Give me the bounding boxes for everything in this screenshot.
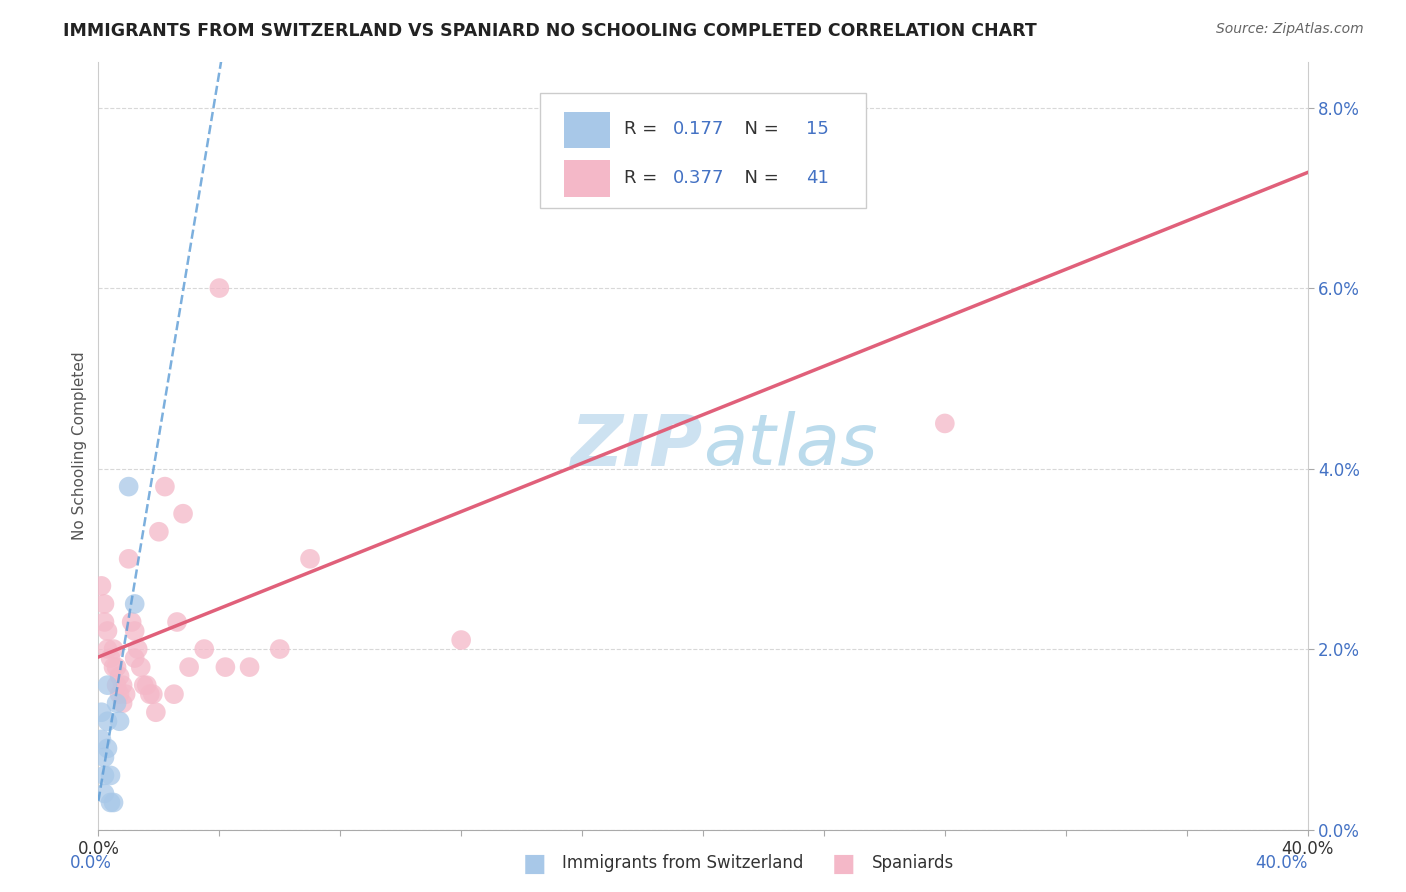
Point xyxy=(93,615,115,629)
Point xyxy=(108,714,131,729)
Point xyxy=(96,642,118,657)
Point xyxy=(135,678,157,692)
Text: IMMIGRANTS FROM SWITZERLAND VS SPANIARD NO SCHOOLING COMPLETED CORRELATION CHART: IMMIGRANTS FROM SWITZERLAND VS SPANIARD … xyxy=(63,22,1038,40)
Text: ■: ■ xyxy=(523,852,546,876)
Text: 41: 41 xyxy=(806,169,828,186)
Text: 15: 15 xyxy=(806,120,828,138)
Text: 0.0%: 0.0% xyxy=(70,855,112,872)
Point xyxy=(139,687,162,701)
Text: 40.0%: 40.0% xyxy=(1256,855,1308,872)
Text: ZIP: ZIP xyxy=(571,411,703,481)
Point xyxy=(163,687,186,701)
Text: Immigrants from Switzerland: Immigrants from Switzerland xyxy=(562,855,804,872)
Point xyxy=(100,768,122,782)
Point xyxy=(179,660,201,674)
FancyBboxPatch shape xyxy=(540,93,866,208)
Point xyxy=(93,787,115,801)
Text: N =: N = xyxy=(734,169,785,186)
Point xyxy=(96,714,118,729)
Point xyxy=(90,732,112,747)
Point xyxy=(93,597,115,611)
Point xyxy=(118,480,141,494)
Text: ■: ■ xyxy=(832,852,855,876)
Text: 0.177: 0.177 xyxy=(672,120,724,138)
Point xyxy=(111,696,134,710)
Point xyxy=(450,633,472,648)
Point xyxy=(105,678,128,692)
Point xyxy=(96,741,118,756)
Text: R =: R = xyxy=(624,120,664,138)
Point xyxy=(172,507,194,521)
Point xyxy=(90,579,112,593)
Point xyxy=(103,642,125,657)
Point xyxy=(90,705,112,719)
Point xyxy=(114,687,136,701)
Point xyxy=(105,660,128,674)
Point xyxy=(96,624,118,638)
Point xyxy=(124,624,146,638)
Text: Spaniards: Spaniards xyxy=(872,855,953,872)
Point xyxy=(121,615,143,629)
Point xyxy=(129,660,152,674)
Point xyxy=(118,551,141,566)
Point xyxy=(108,669,131,683)
Point xyxy=(166,615,188,629)
Text: Source: ZipAtlas.com: Source: ZipAtlas.com xyxy=(1216,22,1364,37)
Point xyxy=(124,651,146,665)
Point xyxy=(692,191,714,205)
Point xyxy=(142,687,165,701)
Point xyxy=(100,651,122,665)
Point xyxy=(105,696,128,710)
Point xyxy=(132,678,155,692)
Point xyxy=(269,642,291,657)
Text: R =: R = xyxy=(624,169,664,186)
Text: atlas: atlas xyxy=(703,411,877,481)
Point xyxy=(934,417,956,431)
Text: 0.377: 0.377 xyxy=(672,169,724,186)
Point xyxy=(208,281,231,295)
Point xyxy=(96,678,118,692)
Point xyxy=(93,750,115,764)
Point xyxy=(214,660,236,674)
FancyBboxPatch shape xyxy=(564,160,610,197)
Point xyxy=(103,660,125,674)
Point xyxy=(124,597,146,611)
Point xyxy=(153,480,176,494)
Point xyxy=(239,660,262,674)
Point xyxy=(299,551,322,566)
Text: N =: N = xyxy=(734,120,785,138)
FancyBboxPatch shape xyxy=(564,112,610,148)
Point xyxy=(111,678,134,692)
Y-axis label: No Schooling Completed: No Schooling Completed xyxy=(72,351,87,541)
Point xyxy=(148,524,170,539)
Point xyxy=(108,687,131,701)
Point xyxy=(103,796,125,810)
Point xyxy=(93,768,115,782)
Point xyxy=(193,642,215,657)
Point xyxy=(100,796,122,810)
Point xyxy=(127,642,149,657)
Point xyxy=(145,705,167,719)
